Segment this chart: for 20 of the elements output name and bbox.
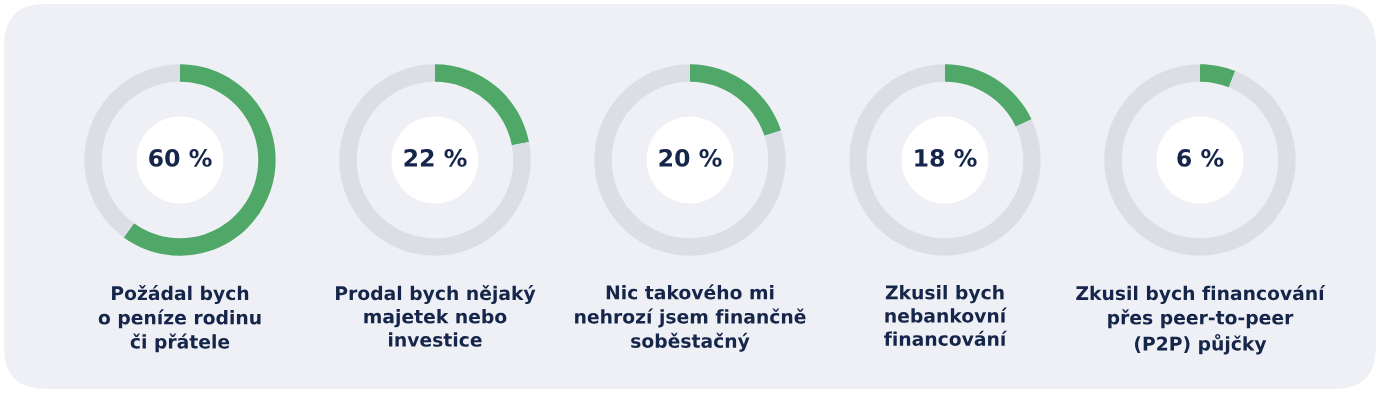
data-label: 20 % — [659, 148, 722, 167]
data-label: 18 % — [915, 148, 977, 167]
donut-slice — [123, 64, 276, 256]
donut-slice — [1104, 64, 1296, 256]
donut-slice — [84, 64, 180, 238]
donut-slice — [945, 64, 1032, 127]
data-label: 22 % — [404, 148, 467, 167]
text: Zkusil bych financování přes peer-to-peer (P2P) půjčky — [1076, 285, 1326, 355]
text: Požádal bych o peníze rodinu či přátele — [98, 285, 261, 353]
data-label: 6 % — [1177, 148, 1224, 167]
text: Nic takového mi nehrozí jsem finančně soběstačný — [575, 284, 806, 352]
text: Prodal bych nějaký majetek nebo investice — [336, 285, 536, 347]
data-label: 60 % — [149, 148, 212, 167]
donut-slice — [1200, 64, 1236, 88]
donut-slice — [594, 64, 786, 256]
donut-slice — [339, 64, 531, 256]
donut-slice — [435, 64, 529, 146]
text: Zkusil bych nebankovní financování — [884, 285, 1008, 346]
donut-slice — [849, 64, 1041, 256]
donut-slice — [690, 64, 781, 136]
